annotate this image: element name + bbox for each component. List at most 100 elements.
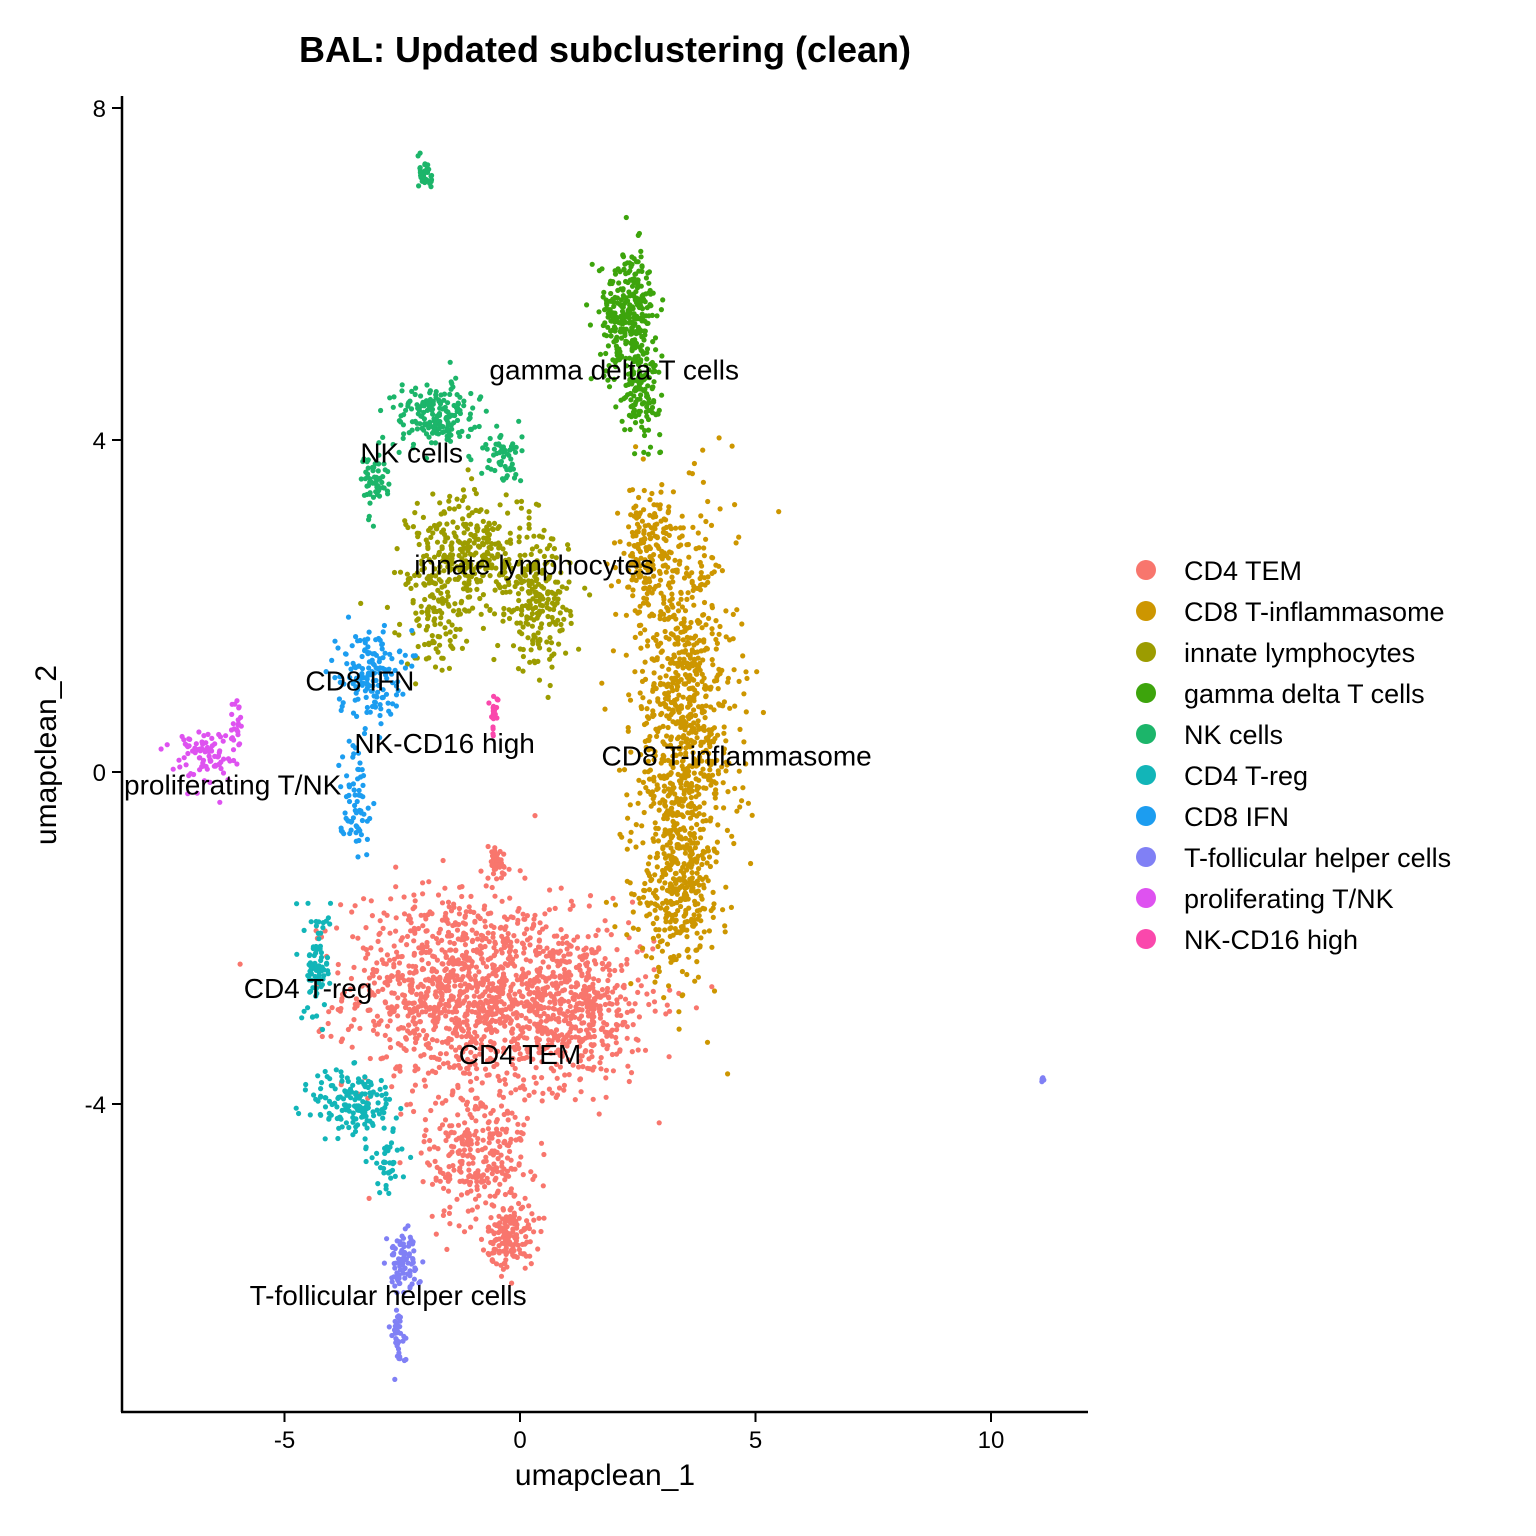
data-point — [635, 926, 641, 933]
data-point — [486, 993, 492, 999]
data-point — [635, 280, 641, 286]
data-point — [488, 1026, 494, 1033]
data-point — [716, 631, 722, 637]
data-point — [486, 1164, 493, 1170]
series-cd4-tem — [237, 813, 715, 1286]
data-point — [435, 892, 442, 898]
data-point — [579, 971, 585, 977]
data-point — [646, 375, 652, 381]
data-point — [459, 548, 465, 555]
data-point — [367, 992, 373, 999]
data-point — [589, 261, 595, 267]
data-point — [490, 871, 497, 877]
data-point — [636, 494, 642, 501]
data-point — [628, 264, 634, 270]
data-point — [380, 925, 386, 932]
data-point — [473, 964, 479, 970]
data-point — [444, 917, 450, 923]
data-point — [627, 277, 633, 283]
data-point — [452, 576, 458, 582]
data-point — [374, 1092, 380, 1098]
data-point — [733, 540, 739, 546]
data-point — [544, 605, 550, 611]
data-point — [413, 1008, 420, 1014]
data-point — [335, 970, 341, 976]
data-point — [669, 574, 675, 580]
data-point — [652, 749, 658, 755]
data-point — [454, 392, 460, 398]
data-point — [654, 786, 660, 793]
data-point — [554, 985, 560, 991]
data-point — [646, 396, 652, 402]
data-point — [630, 1022, 636, 1028]
data-point — [396, 632, 402, 638]
data-point — [520, 994, 526, 1000]
data-point — [662, 880, 668, 886]
data-point — [488, 1215, 494, 1221]
data-point — [457, 433, 463, 439]
data-point — [501, 851, 507, 857]
data-point — [628, 397, 634, 403]
data-point — [629, 1049, 635, 1055]
data-point — [449, 1017, 455, 1023]
data-point — [446, 1009, 452, 1015]
data-point — [587, 592, 593, 598]
data-point — [493, 579, 499, 585]
data-point — [439, 997, 445, 1003]
data-point — [531, 1089, 537, 1095]
data-point — [479, 956, 485, 962]
data-point — [688, 714, 694, 720]
data-point — [486, 1252, 492, 1258]
data-point — [583, 998, 589, 1004]
data-point — [515, 1023, 521, 1029]
data-point — [466, 955, 472, 961]
data-point — [436, 569, 442, 575]
data-point — [584, 963, 590, 969]
data-point — [335, 961, 341, 968]
data-point — [494, 1165, 500, 1171]
data-point — [492, 587, 498, 593]
data-point — [508, 1157, 514, 1163]
data-point — [642, 738, 648, 745]
data-point — [523, 1234, 529, 1240]
data-point — [486, 521, 492, 528]
data-point — [451, 940, 457, 947]
data-point — [527, 659, 533, 665]
data-point — [391, 569, 398, 576]
data-point — [682, 927, 688, 933]
data-point — [486, 457, 492, 464]
data-point — [532, 813, 538, 819]
data-point — [643, 275, 650, 281]
data-point — [382, 1032, 388, 1038]
data-point — [546, 1086, 553, 1092]
data-point — [545, 694, 551, 701]
data-point — [338, 1038, 344, 1045]
data-point — [368, 898, 374, 904]
data-point — [666, 666, 672, 672]
data-point — [468, 893, 474, 900]
data-point — [483, 441, 489, 448]
data-point — [674, 678, 680, 684]
data-point — [687, 815, 694, 821]
data-point — [691, 720, 697, 726]
data-point — [625, 815, 631, 821]
data-point — [335, 1007, 341, 1013]
data-point — [510, 643, 517, 649]
data-point — [417, 168, 423, 174]
data-point — [649, 490, 655, 497]
data-point — [547, 635, 553, 641]
data-point — [650, 686, 656, 693]
data-point — [630, 587, 636, 593]
data-point — [682, 850, 689, 856]
data-point — [468, 390, 474, 397]
data-point — [453, 1137, 459, 1143]
data-point — [424, 939, 430, 946]
data-point — [680, 694, 686, 700]
data-point — [731, 840, 737, 847]
data-point — [482, 1184, 488, 1190]
data-point — [537, 944, 543, 950]
data-point — [692, 921, 698, 927]
data-point — [525, 621, 531, 627]
data-point — [491, 1063, 497, 1070]
data-point — [348, 975, 354, 982]
